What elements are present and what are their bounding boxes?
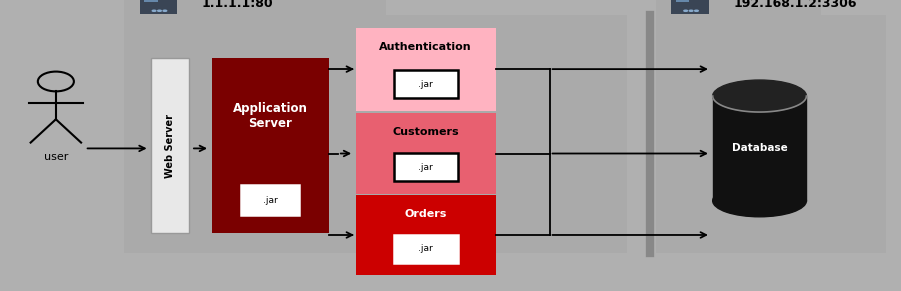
Text: Orders: Orders xyxy=(405,209,447,219)
FancyBboxPatch shape xyxy=(394,235,458,263)
FancyBboxPatch shape xyxy=(241,185,299,215)
FancyBboxPatch shape xyxy=(671,0,709,14)
Text: Database: Database xyxy=(732,143,787,153)
Ellipse shape xyxy=(713,185,806,217)
FancyBboxPatch shape xyxy=(394,70,458,98)
Circle shape xyxy=(152,10,156,11)
FancyBboxPatch shape xyxy=(151,58,189,233)
FancyBboxPatch shape xyxy=(124,0,386,15)
Circle shape xyxy=(163,10,167,11)
Bar xyxy=(713,96,806,201)
FancyBboxPatch shape xyxy=(656,0,822,15)
Text: 1.1.1.1:80: 1.1.1.1:80 xyxy=(202,0,273,10)
FancyBboxPatch shape xyxy=(656,15,886,253)
Circle shape xyxy=(695,10,698,11)
Text: Authentication: Authentication xyxy=(379,42,472,52)
FancyBboxPatch shape xyxy=(676,0,689,2)
Text: .jar: .jar xyxy=(418,244,433,253)
FancyBboxPatch shape xyxy=(144,0,158,2)
FancyBboxPatch shape xyxy=(356,113,496,194)
Ellipse shape xyxy=(713,80,806,112)
Text: Web Server: Web Server xyxy=(165,113,176,178)
Text: user: user xyxy=(43,152,68,162)
Circle shape xyxy=(158,10,161,11)
Text: .jar: .jar xyxy=(418,80,433,89)
Circle shape xyxy=(689,10,693,11)
FancyBboxPatch shape xyxy=(212,58,329,233)
Circle shape xyxy=(684,10,687,11)
Text: .jar: .jar xyxy=(263,196,278,205)
Text: 192.168.1.2:3306: 192.168.1.2:3306 xyxy=(733,0,857,10)
FancyBboxPatch shape xyxy=(140,0,177,14)
FancyBboxPatch shape xyxy=(394,153,458,181)
Text: .jar: .jar xyxy=(418,163,433,172)
FancyBboxPatch shape xyxy=(124,15,627,253)
Text: Application
Server: Application Server xyxy=(232,102,308,130)
Text: Customers: Customers xyxy=(393,127,459,137)
FancyBboxPatch shape xyxy=(356,28,496,111)
FancyBboxPatch shape xyxy=(356,195,496,275)
